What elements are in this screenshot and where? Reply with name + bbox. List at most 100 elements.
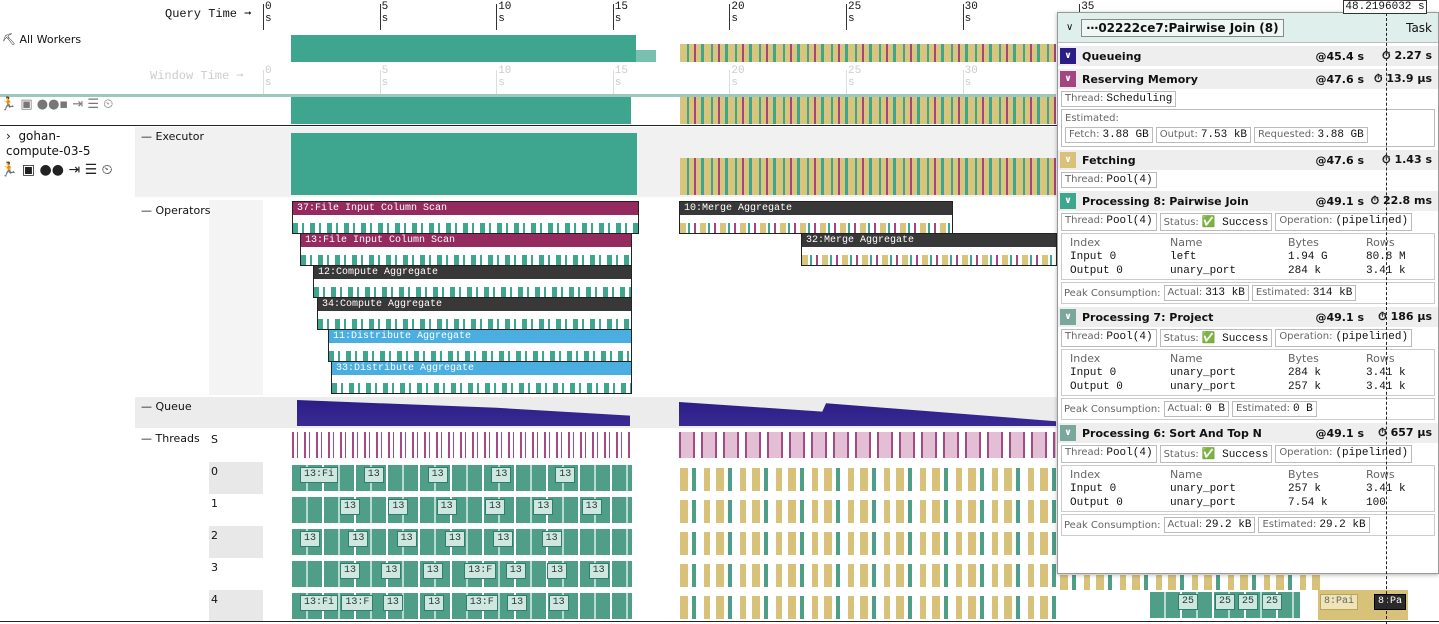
table-header: Name (1170, 236, 1203, 249)
peak: Peak Consumption: Actual: 313 kB Estimated:… (1061, 282, 1435, 304)
thread-chip: 13:F (464, 563, 497, 579)
tick (612, 4, 614, 30)
operator: 10:Merge Aggregate (679, 201, 953, 234)
all-workers[interactable]: ⛏ All Workers (2, 33, 81, 46)
thread-chip: 13 (382, 595, 403, 611)
field-value: Pool(4) (1106, 215, 1153, 227)
activity (636, 50, 656, 62)
section-header[interactable]: ∨ Fetching @47.6 s ⏱ 1.43 s (1058, 150, 1438, 170)
field-value: Pool(4) (1106, 174, 1153, 186)
section-header[interactable]: ∨ Reserving Memory @47.6 s ⏱ 13.9 µs (1058, 69, 1438, 89)
field: Status: ✅ Success (1159, 213, 1273, 231)
table-cell: Output 0 (1070, 497, 1123, 509)
section-at: @49.1 s (1315, 426, 1364, 440)
field-label: Status: (1163, 449, 1199, 460)
section-name: Fetching (1082, 153, 1136, 167)
section-duration: ⏱ 2.27 s (1382, 49, 1432, 62)
thread-chip: 13 (300, 531, 321, 547)
operator-name: 32:Merge Aggregate (802, 234, 1056, 247)
field: Thread: Scheduling (1061, 91, 1177, 107)
queue-text: Queue (155, 400, 192, 413)
operator-name: 12:Compute Aggregate (314, 266, 631, 279)
window-tick (612, 70, 614, 94)
field-row: Thread: Pool(4) Status: ✅ Success Operation:… (1061, 445, 1435, 463)
field: Fetch: 3.88 GB (1065, 127, 1153, 143)
section-header[interactable]: ∨ Processing 6: Sort And Top N @49.1 s ⏱ 65… (1058, 423, 1438, 443)
field-value: (pipelined) (1335, 447, 1409, 459)
thread-activity (680, 468, 1056, 491)
operators-label: — Operators (141, 204, 211, 217)
thread-id: 0 (211, 465, 218, 478)
table-cell: 3.41 k (1366, 483, 1406, 495)
io-table: Index Name Bytes Rows Input 0 unary_port 257 k… (1061, 465, 1435, 512)
operator: 34:Compute Aggregate (317, 297, 632, 330)
table-cell: unary_port (1170, 483, 1237, 495)
section-name: Processing 8: Pairwise Join (1082, 194, 1249, 208)
task-name: :Pairwise Join (8) (1163, 20, 1279, 35)
section-name: Reserving Memory (1082, 72, 1198, 86)
field: Status: ✅ Success (1159, 445, 1273, 463)
operator-activity (293, 223, 638, 233)
window-tick-label: 5 s (381, 65, 389, 89)
thread-chip: 13 (548, 595, 569, 611)
activity (680, 44, 1056, 62)
tick-label: 0 s (265, 1, 272, 25)
thread-chip: 13 (422, 563, 443, 579)
thread-id: 1 (211, 497, 218, 510)
field-row: Thread: Pool(4) (1061, 172, 1435, 188)
section-header[interactable]: ∨ Processing 8: Pairwise Join @49.1 s ⏱ 22.… (1058, 191, 1438, 211)
section-icon: ∨ (1060, 48, 1076, 64)
operator-name: 37:File Input Column Scan (293, 202, 638, 215)
estimated: Estimated: Fetch: 3.88 GB Output: 7.53 kB Req… (1061, 109, 1435, 147)
field: Estimated: 0 B (1232, 401, 1317, 417)
thread-chip: 13 (491, 467, 512, 483)
peak: Peak Consumption: Actual: 29.2 kB Estimated… (1061, 514, 1435, 536)
table-cell: 7.54 k (1288, 497, 1328, 509)
thread-chip: 13 (388, 499, 409, 515)
field-label: Thread: (1065, 447, 1104, 458)
thread-chip: 13:Fi (300, 595, 339, 611)
tick (729, 4, 731, 30)
window-tick (379, 70, 381, 94)
field-value: 29.2 kB (1205, 519, 1252, 531)
section-name: Processing 7: Project (1082, 310, 1214, 324)
table-cell: Input 0 (1070, 483, 1117, 495)
worker[interactable]: › gohan- compute-03-5 (6, 129, 91, 159)
executor-activity (680, 158, 1056, 195)
collapse[interactable]: ∨ (1066, 22, 1074, 33)
minimap-edge (0, 94, 1056, 97)
thread-id: 2 (211, 529, 218, 542)
thread-chip: 13 (340, 563, 361, 579)
window-tick-label: 20 s (731, 65, 745, 89)
field-value: 314 kB (1312, 287, 1353, 299)
thread-chip: 13 (340, 499, 361, 515)
thread-chip: 13 (485, 499, 506, 515)
tick (263, 4, 264, 30)
section-duration: ⏱ 657 µs (1378, 426, 1432, 439)
tab[interactable]: Task (1406, 20, 1432, 35)
operator-name: 10:Merge Aggregate (680, 202, 952, 215)
section-header[interactable]: ∨ Queueing @45.4 s ⏱ 2.27 s (1058, 46, 1438, 66)
executor-activity (291, 133, 637, 195)
section-header[interactable]: ∨ Processing 7: Project @49.1 s ⏱ 186 µs (1058, 307, 1438, 327)
operator: 32:Merge Aggregate (801, 233, 1057, 266)
field-label: Status: (1163, 333, 1199, 344)
field-label: Requested: (1258, 129, 1315, 140)
thread-id: S (211, 433, 218, 446)
field: Status: ✅ Success (1159, 329, 1273, 347)
field: Operation: (pipelined) (1275, 329, 1413, 347)
table-cell: Output 0 (1070, 265, 1123, 277)
operator-activity (314, 287, 631, 297)
section-icon: ∨ (1060, 193, 1076, 209)
thread-chip: 13 (396, 531, 417, 547)
field-row: Thread: Pool(4) Status: ✅ Success Operation:… (1061, 213, 1435, 231)
operator: 11:Distribute Aggregate (328, 329, 632, 362)
thread-row-bg (209, 462, 263, 494)
operator-activity (301, 255, 631, 265)
worker-name: gohan- compute-03-5 (6, 129, 91, 158)
window-tick (263, 70, 264, 94)
thread-chip: 25 (1238, 594, 1259, 610)
minimap (291, 97, 631, 124)
field-label: Actual: (1167, 403, 1203, 414)
